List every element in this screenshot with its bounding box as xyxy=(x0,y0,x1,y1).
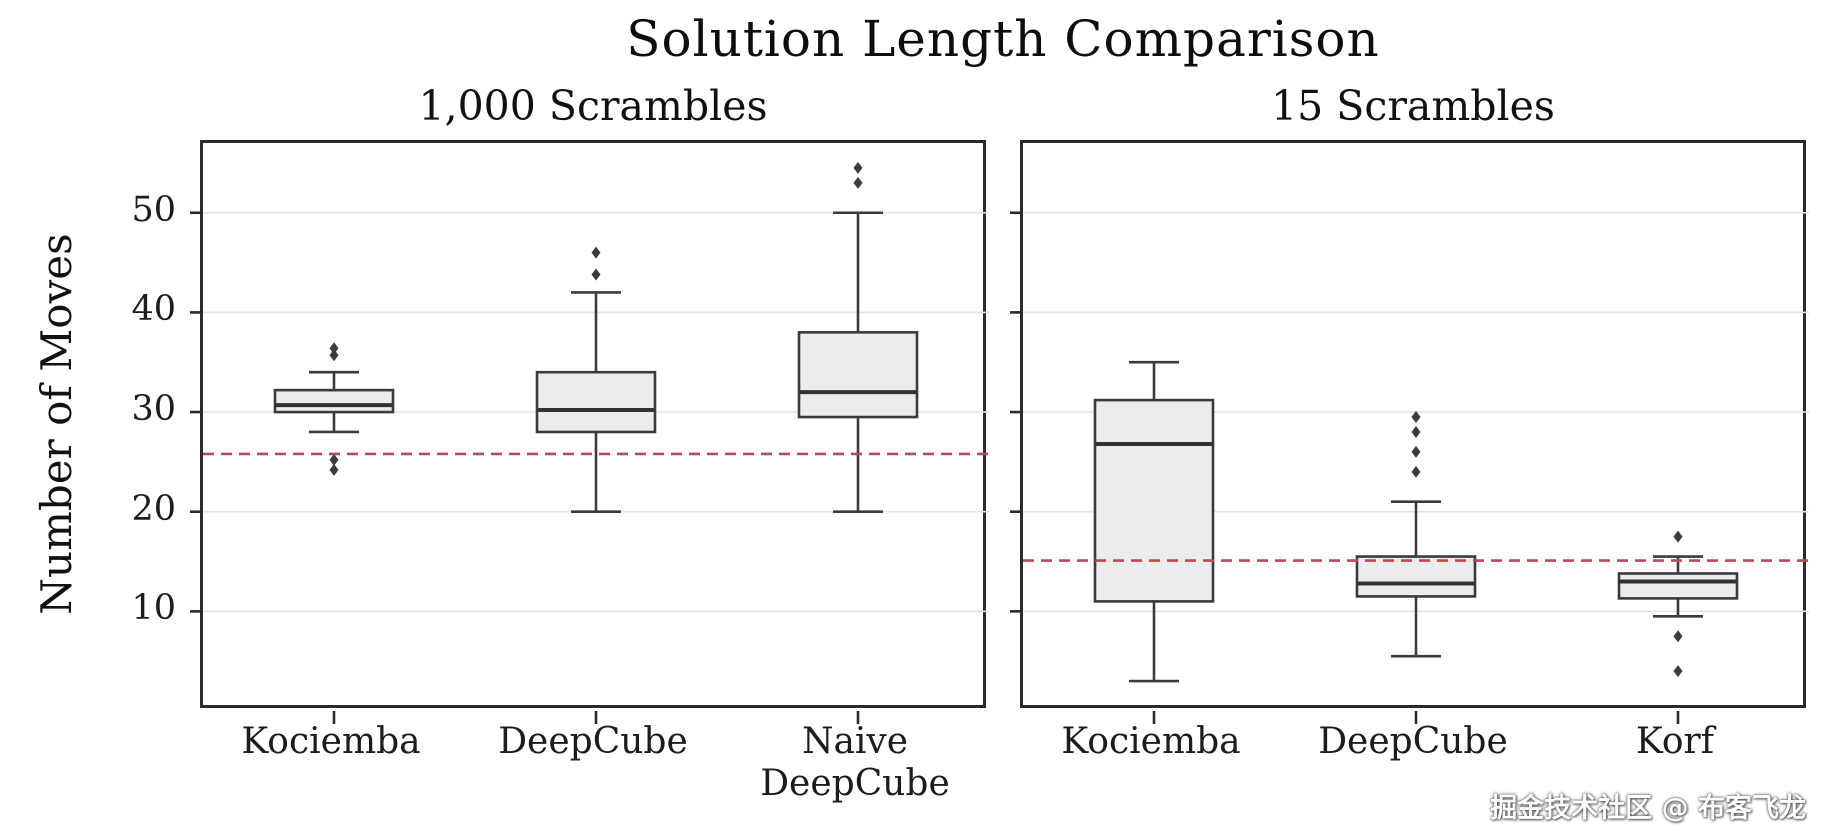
outlier-point xyxy=(853,176,863,189)
outlier-point xyxy=(591,246,601,259)
x-tick-label: DeepCube xyxy=(498,721,688,762)
outlier-point xyxy=(1411,445,1421,458)
iqr-box xyxy=(535,370,657,434)
right-boxplot-canvas xyxy=(1010,211,1809,724)
outlier-point xyxy=(853,161,863,174)
outlier-point xyxy=(1673,530,1683,543)
outlier-point xyxy=(329,349,339,362)
outlier-point xyxy=(329,463,339,476)
subplot-title-right: 15 Scrambles xyxy=(1271,82,1555,130)
x-tick-label: Kociemba xyxy=(241,721,421,762)
outlier-point xyxy=(1411,411,1421,424)
outlier-point xyxy=(1673,665,1683,678)
box-deepcube xyxy=(1355,411,1477,724)
box-kociemba xyxy=(273,342,395,724)
y-tick-label: 40 xyxy=(131,289,176,330)
box-kociemba xyxy=(1093,360,1215,724)
iqr-box xyxy=(1093,398,1215,603)
outlier-point xyxy=(1673,630,1683,643)
outlier-point xyxy=(329,342,339,355)
x-tick-label: DeepCube xyxy=(760,763,950,804)
x-tick-label: Naive xyxy=(801,721,909,762)
iqr-box xyxy=(273,388,395,414)
outlier-point xyxy=(329,453,339,466)
outlier-point xyxy=(1411,425,1421,438)
figure-title: Solution Length Comparison xyxy=(626,10,1380,68)
iqr-box xyxy=(797,331,919,419)
watermark: 掘金技术社区 @ 布客飞龙 xyxy=(1490,793,1806,824)
x-tick-label: Korf xyxy=(1635,721,1715,762)
y-axis-label: Number of Moves xyxy=(32,233,81,615)
outlier-point xyxy=(591,268,601,281)
y-tick-label: 20 xyxy=(131,488,176,529)
box-korf xyxy=(1617,530,1739,724)
x-tick-label: Kociemba xyxy=(1061,721,1241,762)
y-tick-label: 10 xyxy=(131,588,176,629)
outlier-point xyxy=(1411,465,1421,478)
right-panel xyxy=(1010,140,1809,724)
box-deepcube xyxy=(535,246,657,724)
subplot-title-left: 1,000 Scrambles xyxy=(418,82,768,130)
x-tick-label: DeepCube xyxy=(1318,721,1508,762)
iqr-box xyxy=(1355,555,1477,598)
iqr-box xyxy=(1617,572,1739,600)
y-tick-label: 30 xyxy=(131,389,176,430)
left-boxplot-canvas xyxy=(190,161,989,724)
box-naive-deepcube xyxy=(797,161,919,724)
y-tick-label: 50 xyxy=(131,189,176,230)
left-panel xyxy=(190,140,989,724)
